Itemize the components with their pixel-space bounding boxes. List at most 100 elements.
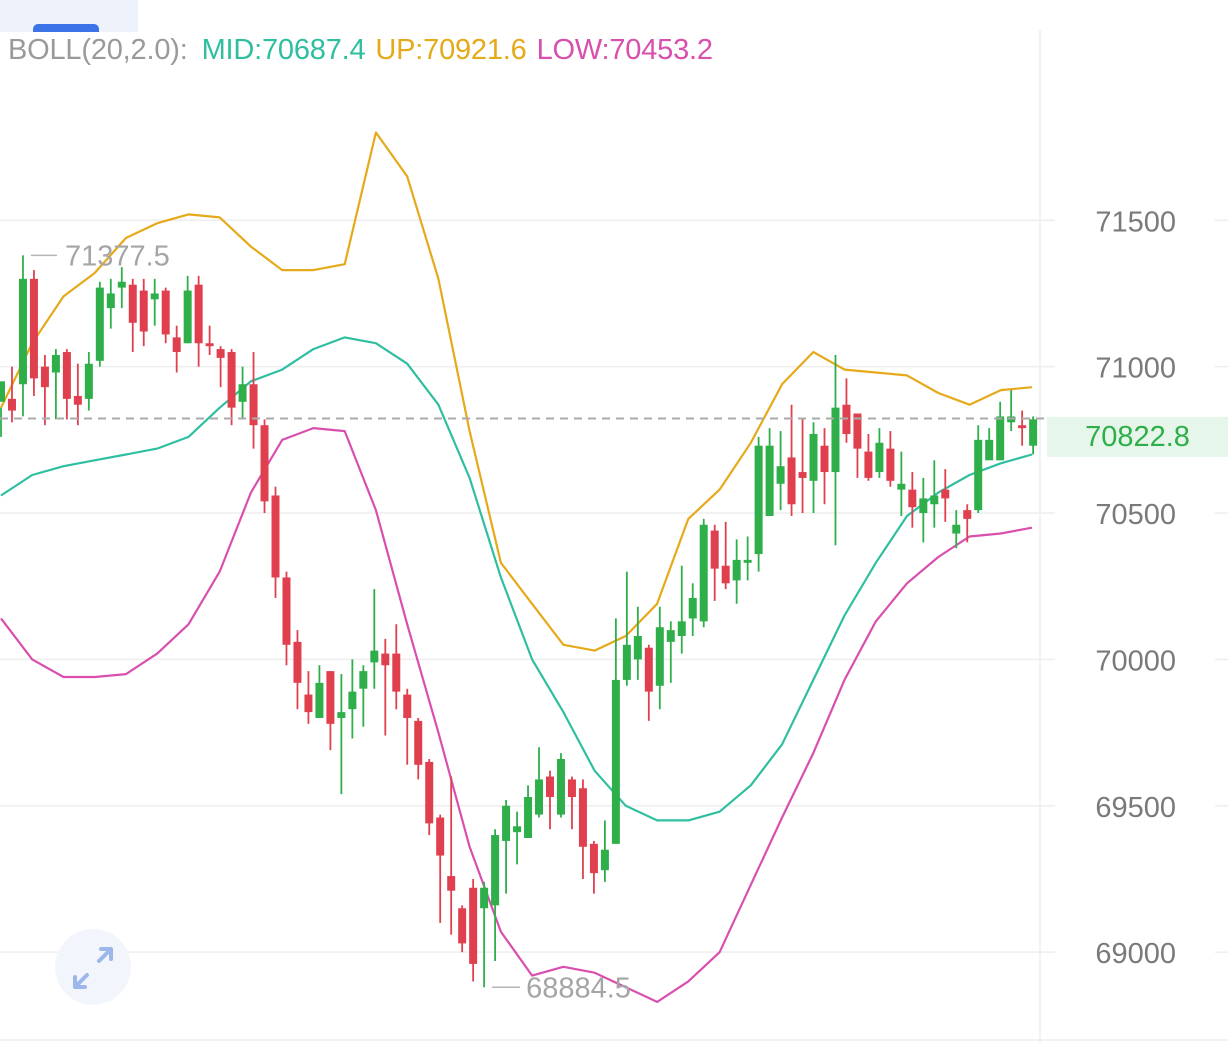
candle (304, 671, 313, 724)
candle (84, 352, 93, 411)
y-tick-label: 70000 (1095, 645, 1176, 677)
candle (282, 571, 291, 666)
candle-body (535, 779, 544, 815)
candle-body (502, 805, 511, 841)
candle-body (172, 337, 181, 353)
boll-up-value: UP:70921.6 (375, 34, 527, 66)
boll-mid-line (0, 336, 1033, 822)
candle-body (908, 489, 917, 508)
candle (62, 349, 71, 420)
candle (106, 278, 115, 329)
candle-body (194, 284, 203, 344)
candle-body (392, 653, 401, 692)
candle (227, 349, 236, 426)
candle-body (51, 354, 60, 373)
candle-body (95, 287, 104, 361)
candle (853, 413, 862, 478)
candle-body (578, 788, 587, 847)
candle-body (469, 887, 478, 964)
candle-body (798, 472, 807, 478)
candle-body (40, 366, 49, 388)
candle-body (677, 621, 686, 636)
candle (535, 747, 544, 818)
candle-body (600, 849, 609, 871)
expand-button[interactable] (55, 929, 131, 1005)
period-tab-indicator (33, 24, 99, 32)
candle (403, 688, 412, 765)
y-tick-label: 69000 (1095, 938, 1176, 970)
candle-body (765, 445, 774, 516)
candle-body (919, 498, 928, 514)
candle-body (567, 779, 576, 798)
candle (765, 428, 774, 516)
candle-body (29, 278, 38, 379)
candle-body (403, 694, 412, 718)
boll-low-value: LOW:70453.2 (536, 34, 713, 66)
candle-body (996, 416, 1005, 461)
candle (831, 354, 840, 546)
candle-body (809, 434, 818, 481)
candle-body (304, 694, 313, 713)
boll-mid-value: MID:70687.4 (201, 34, 366, 66)
candle (963, 504, 972, 543)
candle-body (381, 653, 390, 666)
candle-body (897, 483, 906, 490)
y-tick-label: 71000 (1095, 353, 1176, 385)
candle-body (787, 457, 796, 505)
candle-body (622, 644, 631, 680)
candle (326, 671, 335, 751)
candle (699, 518, 708, 628)
candle-body (260, 425, 269, 502)
candle (238, 366, 247, 420)
boll-up-line (0, 131, 1033, 652)
expand-arrows-icon (73, 947, 113, 989)
candle (469, 878, 478, 982)
candle-body (974, 439, 983, 511)
candle (743, 536, 752, 581)
candle (73, 363, 82, 426)
candle-body (666, 630, 675, 642)
candle (51, 349, 60, 420)
candle (567, 776, 576, 830)
candle (128, 278, 137, 353)
candle (578, 779, 587, 879)
candle (513, 811, 522, 865)
candle-body (611, 679, 620, 844)
candle-body (886, 448, 895, 481)
candle (721, 521, 730, 590)
candles (0, 255, 1038, 988)
candle-body (117, 281, 126, 288)
candle (820, 428, 829, 505)
candle-body (941, 489, 950, 499)
candle-body (985, 439, 994, 461)
high-marker-label: 71377.5 (65, 240, 170, 272)
candle (117, 267, 126, 309)
candle (0, 381, 5, 437)
candle (611, 618, 620, 844)
candle (666, 621, 675, 683)
candle (798, 419, 807, 514)
candle-body (524, 797, 533, 838)
candle (556, 753, 565, 818)
candle (688, 583, 697, 636)
candle (952, 510, 961, 549)
candle-body (963, 510, 972, 519)
candle-body (743, 559, 752, 563)
candle-body (1018, 425, 1027, 429)
candle (216, 346, 225, 388)
candle-body (699, 524, 708, 622)
candle-body (633, 636, 642, 660)
boll-legend: BOLL(20,2.0): MID:70687.4 UP:70921.6 LOW:70… (8, 34, 723, 67)
candle (194, 275, 203, 367)
candle-body (864, 451, 873, 478)
candle-body (62, 352, 71, 399)
candle-body (721, 565, 730, 584)
candle-body (546, 776, 554, 798)
candle-body (238, 384, 247, 402)
period-tab[interactable] (0, 0, 138, 32)
candle-body (853, 413, 862, 449)
candle (974, 425, 983, 514)
candle (249, 352, 258, 449)
candle (348, 659, 357, 739)
